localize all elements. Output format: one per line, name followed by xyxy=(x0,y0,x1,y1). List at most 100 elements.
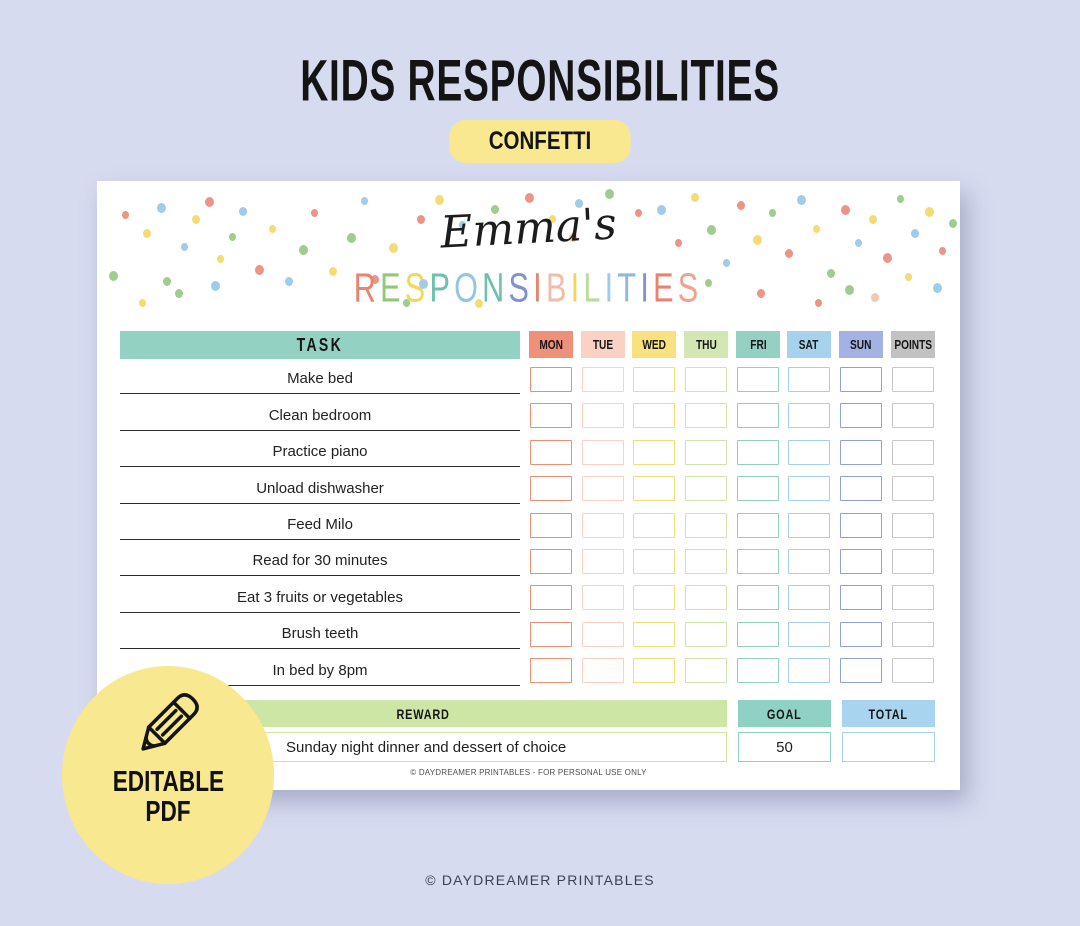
checkbox-tue-row2[interactable] xyxy=(582,403,624,429)
checkbox-tue-row8[interactable] xyxy=(582,621,624,647)
checkbox-thu-row4[interactable] xyxy=(685,476,727,502)
checkbox-mon-row5[interactable] xyxy=(530,512,572,538)
goal-header: GOAL xyxy=(738,700,831,727)
checkbox-tue-row5[interactable] xyxy=(582,512,624,538)
checkbox-sat-row7[interactable] xyxy=(788,585,830,611)
checkbox-fri-row6[interactable] xyxy=(737,549,779,574)
checkbox-sun-row7[interactable] xyxy=(840,585,882,611)
checkbox-wed-row7[interactable] xyxy=(633,585,675,611)
confetti-dot xyxy=(491,205,499,214)
checkbox-sat-row3[interactable] xyxy=(788,439,830,465)
checkbox-thu-row8[interactable] xyxy=(685,621,727,647)
confetti-dot xyxy=(389,243,398,253)
points-cell-row3[interactable] xyxy=(892,439,934,465)
task-label: Unload dishwasher xyxy=(256,479,384,497)
editable-pdf-badge: EDITABLE PDF xyxy=(62,666,274,884)
checkbox-thu-row7[interactable] xyxy=(685,585,727,611)
confetti-dot xyxy=(753,235,762,245)
confetti-dot xyxy=(229,233,236,241)
checkbox-fri-row2[interactable] xyxy=(737,403,779,429)
checkbox-mon-row4[interactable] xyxy=(530,476,572,502)
editable-badge-line2: PDF xyxy=(145,795,191,828)
checkbox-tue-row6[interactable] xyxy=(582,549,624,574)
checkbox-thu-row9[interactable] xyxy=(685,658,727,684)
checkbox-sat-row5[interactable] xyxy=(788,512,830,538)
checkbox-wed-row9[interactable] xyxy=(633,658,675,684)
heading-letter: I xyxy=(533,264,547,311)
checkbox-wed-row8[interactable] xyxy=(633,621,675,647)
checkbox-thu-row5[interactable] xyxy=(685,512,727,538)
checkbox-mon-row2[interactable] xyxy=(530,403,572,429)
checkbox-sun-row3[interactable] xyxy=(840,439,882,465)
checkbox-mon-row7[interactable] xyxy=(530,585,572,611)
checkbox-thu-row6[interactable] xyxy=(685,549,727,574)
confetti-dot xyxy=(157,203,166,213)
checkbox-sat-row1[interactable] xyxy=(788,367,830,392)
checkbox-fri-row8[interactable] xyxy=(737,621,779,647)
confetti-dot xyxy=(737,201,745,210)
task-label: Make bed xyxy=(287,370,353,388)
task-row: Unload dishwasher xyxy=(120,468,520,504)
checkbox-wed-row6[interactable] xyxy=(633,549,675,574)
checkbox-wed-row5[interactable] xyxy=(633,512,675,538)
confetti-dot xyxy=(897,195,904,203)
checkbox-sat-row6[interactable] xyxy=(788,549,830,574)
confetti-dot xyxy=(435,195,444,205)
checkbox-fri-row5[interactable] xyxy=(737,512,779,538)
points-cell-row8[interactable] xyxy=(892,621,934,647)
checkbox-mon-row6[interactable] xyxy=(530,549,572,574)
checkbox-mon-row1[interactable] xyxy=(530,367,572,392)
points-cell-row2[interactable] xyxy=(892,403,934,429)
points-cell-row5[interactable] xyxy=(892,512,934,538)
checkbox-sun-row6[interactable] xyxy=(840,549,882,574)
task-label: Feed Milo xyxy=(287,516,353,533)
checkbox-thu-row1[interactable] xyxy=(685,367,727,392)
points-cell-row4[interactable] xyxy=(892,476,934,502)
checkbox-tue-row7[interactable] xyxy=(582,585,624,611)
checkbox-tue-row4[interactable] xyxy=(582,476,624,502)
checkbox-fri-row3[interactable] xyxy=(737,439,779,465)
checkbox-wed-row3[interactable] xyxy=(633,439,675,465)
checkbox-sun-row4[interactable] xyxy=(840,476,882,502)
checkbox-fri-row9[interactable] xyxy=(737,658,779,684)
task-label: Read for 30 minutes xyxy=(252,552,388,570)
checkbox-mon-row8[interactable] xyxy=(530,621,572,647)
checkbox-sun-row2[interactable] xyxy=(840,403,882,429)
checkbox-sun-row5[interactable] xyxy=(840,512,882,538)
confetti-dot xyxy=(813,225,820,233)
confetti-dot xyxy=(705,279,712,287)
checkbox-thu-row2[interactable] xyxy=(685,403,727,429)
checkbox-fri-row7[interactable] xyxy=(737,585,779,611)
checkbox-fri-row4[interactable] xyxy=(737,476,779,502)
checkbox-fri-row1[interactable] xyxy=(737,367,779,392)
checkbox-sat-row2[interactable] xyxy=(788,403,830,429)
checkbox-sat-row8[interactable] xyxy=(788,621,830,647)
confetti-dot xyxy=(911,229,919,238)
checkbox-sat-row4[interactable] xyxy=(788,476,830,502)
checkbox-mon-row3[interactable] xyxy=(530,439,572,465)
checkbox-tue-row9[interactable] xyxy=(582,658,624,684)
confetti-dot xyxy=(871,293,879,302)
checkbox-tue-row3[interactable] xyxy=(582,439,624,465)
checkbox-sun-row9[interactable] xyxy=(840,658,882,684)
heading-letter: I xyxy=(605,264,618,311)
checkbox-wed-row1[interactable] xyxy=(633,367,675,392)
checkbox-sat-row9[interactable] xyxy=(788,658,830,684)
heading-letter: L xyxy=(583,264,606,311)
column-header-thu: THU xyxy=(684,331,728,358)
checkbox-wed-row2[interactable] xyxy=(633,403,675,429)
checkbox-sun-row8[interactable] xyxy=(840,621,882,647)
checkbox-sun-row1[interactable] xyxy=(840,367,882,392)
checkbox-thu-row3[interactable] xyxy=(685,439,727,465)
points-cell-row7[interactable] xyxy=(892,585,934,611)
points-cell-row9[interactable] xyxy=(892,658,934,684)
goal-input[interactable]: 50 xyxy=(738,732,831,762)
checkbox-wed-row4[interactable] xyxy=(633,476,675,502)
points-cell-row1[interactable] xyxy=(892,367,934,392)
total-input[interactable] xyxy=(842,732,935,762)
confetti-dot xyxy=(329,267,337,276)
checkbox-tue-row1[interactable] xyxy=(582,367,624,392)
checkbox-mon-row9[interactable] xyxy=(530,658,572,684)
points-cell-row6[interactable] xyxy=(892,549,934,574)
task-row: Practice piano xyxy=(120,431,520,468)
